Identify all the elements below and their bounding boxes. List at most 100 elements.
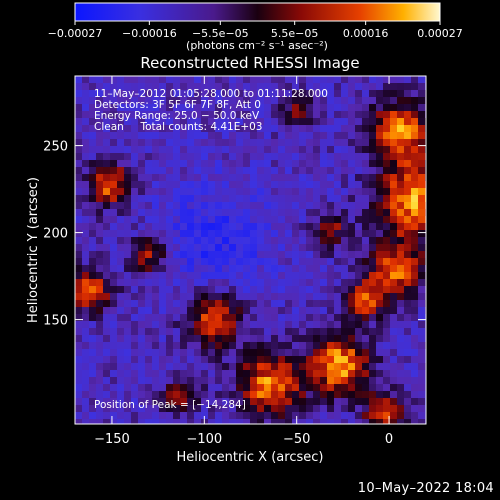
heatmap-pixel [138,286,146,294]
heatmap-pixel [75,363,83,371]
heatmap-pixel [173,251,181,259]
heatmap-pixel [404,237,412,245]
heatmap-pixel [369,104,377,112]
heatmap-pixel [75,188,83,196]
heatmap-pixel [222,419,230,424]
heatmap-pixel [243,111,251,119]
heatmap-pixel [383,111,391,119]
heatmap-pixel [369,223,377,231]
heatmap-pixel [376,97,384,105]
heatmap-pixel [145,167,153,175]
heatmap-pixel [362,132,370,140]
heatmap-pixel [173,307,181,315]
heatmap-pixel [173,237,181,245]
heatmap-pixel [138,377,146,385]
heatmap-pixel [222,286,230,294]
heatmap-pixel [222,216,230,224]
heatmap-pixel [278,83,286,91]
heatmap-pixel [124,97,132,105]
heatmap-pixel [243,132,251,140]
heatmap-pixel [138,160,146,168]
heatmap-pixel [117,118,125,126]
heatmap-pixel [166,216,174,224]
heatmap-pixel [271,195,279,203]
heatmap-pixel [383,195,391,203]
heatmap-pixel [208,230,216,238]
heatmap-pixel [124,160,132,168]
heatmap-pixel [187,202,195,210]
heatmap-pixel [222,83,230,91]
heatmap-pixel [327,272,335,280]
heatmap-pixel [264,153,272,161]
heatmap-pixel [201,251,209,259]
heatmap-pixel [145,363,153,371]
heatmap-pixel [404,335,412,343]
heatmap-pixel [390,139,398,147]
heatmap-pixel [271,384,279,392]
heatmap-pixel [117,321,125,329]
heatmap-pixel [411,272,419,280]
heatmap-pixel [390,377,398,385]
heatmap-pixel [208,307,216,315]
heatmap-pixel [152,230,160,238]
heatmap-pixel [103,384,111,392]
heatmap-pixel [110,244,118,252]
heatmap-pixel [173,188,181,196]
heatmap-pixel [334,104,342,112]
heatmap-pixel [250,223,258,231]
heatmap-pixel [390,328,398,336]
heatmap-pixel [299,412,307,420]
heatmap-pixel [180,216,188,224]
heatmap-pixel [229,391,237,399]
heatmap-pixel [208,216,216,224]
heatmap-pixel [299,321,307,329]
heatmap-pixel [334,195,342,203]
heatmap-pixel [306,272,314,280]
heatmap-pixel [313,146,321,154]
heatmap-pixel [75,398,83,406]
heatmap-pixel [285,118,293,126]
heatmap-pixel [124,279,132,287]
heatmap-pixel [229,195,237,203]
heatmap-pixel [208,251,216,259]
heatmap-pixel [271,230,279,238]
heatmap-pixel [117,300,125,308]
heatmap-pixel [222,174,230,182]
heatmap-pixel [208,356,216,364]
heatmap-pixel [131,139,139,147]
heatmap-pixel [306,104,314,112]
heatmap-pixel [173,391,181,399]
heatmap-pixel [334,335,342,343]
heatmap-pixel [320,167,328,175]
heatmap-pixel [131,237,139,245]
heatmap-pixel [110,307,118,315]
heatmap-pixel [327,104,335,112]
heatmap-pixel [180,279,188,287]
heatmap-pixel [320,139,328,147]
heatmap-pixel [292,335,300,343]
heatmap-pixel [411,209,419,217]
heatmap-pixel [411,265,419,273]
heatmap-pixel [187,97,195,105]
heatmap-pixel [187,132,195,140]
heatmap-pixel [194,146,202,154]
heatmap-pixel [96,146,104,154]
heatmap-pixel [404,209,412,217]
heatmap-pixel [299,244,307,252]
heatmap-pixel [152,167,160,175]
heatmap-pixel [96,265,104,273]
heatmap-pixel [341,125,349,133]
heatmap-pixel [201,412,209,420]
heatmap-pixel [411,342,419,350]
heatmap-pixel [89,83,97,91]
heatmap-pixel [82,160,90,168]
heatmap-pixel [222,300,230,308]
heatmap-pixel [110,188,118,196]
heatmap-pixel [327,300,335,308]
heatmap-pixel [89,356,97,364]
heatmap-pixel [348,188,356,196]
heatmap-pixel [264,188,272,196]
heatmap-pixel [236,202,244,210]
heatmap-pixel [201,279,209,287]
heatmap-pixel [383,244,391,252]
